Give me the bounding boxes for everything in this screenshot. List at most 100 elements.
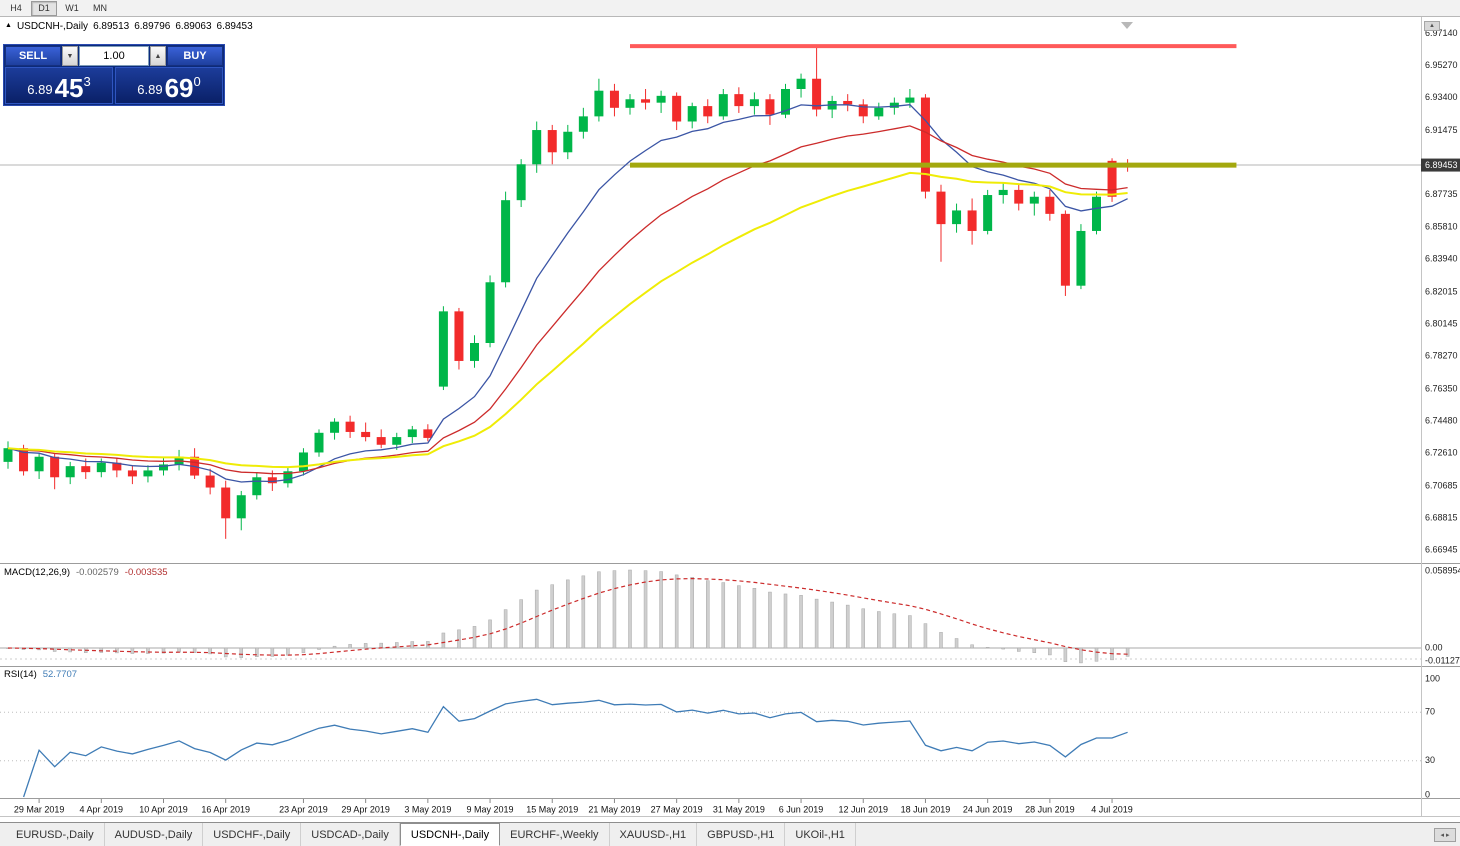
date-tick-label: 24 Jun 2019 [963, 804, 1013, 814]
one-click-trading-panel: SELL ▼ 1.00 ▲ BUY 6.89 45 3 6.89 69 0 [3, 44, 225, 106]
chart-tab-usdcnh-daily[interactable]: USDCNH-,Daily [399, 823, 501, 846]
date-tick-label: 16 Apr 2019 [201, 804, 250, 814]
rsi-value: 52.7707 [42, 669, 78, 680]
sell-price-base: 6.89 [27, 82, 53, 97]
date-tick-label: 6 Jun 2019 [779, 804, 824, 814]
rsi-name: RSI(14) [4, 669, 37, 680]
macd-histogram [6, 569, 1130, 664]
chart-tabs-bar: EURUSD-,Daily AUDUSD-,Daily USDCHF-,Daily U… [0, 822, 1460, 846]
period-button-mn[interactable]: MN [93, 3, 107, 13]
macd-tick-label: 0.00 [1425, 642, 1443, 652]
timeframe-toolbar: H4 D1 W1 MN [0, 0, 1460, 17]
rsi-tick-label: 70 [1425, 707, 1435, 717]
macd-signal-value: -0.003535 [124, 567, 168, 578]
moving-average-lines [7, 104, 1128, 483]
price-tick-label: 6.82015 [1425, 287, 1458, 297]
macd-name: MACD(12,26,9) [4, 567, 70, 578]
sell-price-fraction: 3 [83, 74, 91, 89]
period-button-h4[interactable]: H4 [10, 3, 22, 13]
rsi-tick-label: 100 [1425, 673, 1440, 683]
sell-price-pips: 45 [54, 73, 84, 103]
price-tick-label: 6.72610 [1425, 448, 1458, 458]
sell-price-button[interactable]: 6.89 45 3 [5, 67, 113, 104]
ohlc-low: 6.89063 [175, 21, 212, 32]
chart-tab-eurusd-daily[interactable]: EURUSD-,Daily [6, 823, 105, 846]
date-tick-label: 28 Jun 2019 [1025, 804, 1075, 814]
buy-price-button[interactable]: 6.89 69 0 [115, 67, 223, 104]
date-tick-label: 23 Apr 2019 [279, 804, 328, 814]
tab-scroll-right-button[interactable]: ▸ [1446, 832, 1450, 839]
price-tick-label: 6.95270 [1425, 60, 1458, 70]
chart-tab-xauusd-h1[interactable]: XAUUSD-,H1 [610, 823, 698, 846]
chart-tabs: EURUSD-,Daily AUDUSD-,Daily USDCHF-,Daily U… [0, 823, 1460, 846]
buy-price-pips: 69 [164, 73, 194, 103]
date-tick-label: 10 Apr 2019 [139, 804, 188, 814]
price-tick-label: 6.70685 [1425, 480, 1458, 490]
volume-input[interactable]: 1.00 [79, 46, 149, 66]
date-tick-label: 29 Apr 2019 [341, 804, 390, 814]
current-price-badge-text: 6.89453 [1425, 160, 1458, 170]
tab-scroll-left-button[interactable]: ◂ [1440, 832, 1444, 839]
price-scale-scroll-button[interactable]: ▲ [1424, 21, 1440, 31]
chart-tab-audusd-daily[interactable]: AUDUSD-,Daily [105, 823, 204, 846]
chart-tab-usdchf-daily[interactable]: USDCHF-,Daily [203, 823, 302, 846]
tab-scroll-buttons: ◂ ▸ [1434, 828, 1456, 842]
date-tick-label: 3 May 2019 [404, 804, 451, 814]
chart-tab-eurchf-weekly[interactable]: EURCHF-,Weekly [500, 823, 610, 846]
price-tick-label: 6.78270 [1425, 351, 1458, 361]
macd-main-value: -0.002579 [76, 567, 119, 578]
date-tick-label: 9 May 2019 [467, 804, 514, 814]
date-tick-label: 12 Jun 2019 [838, 804, 888, 814]
macd-tick-label: -0.011273 [1425, 655, 1460, 665]
buy-button[interactable]: BUY [167, 46, 223, 66]
chart-marker-icon: ▲ [5, 22, 12, 29]
price-tick-label: 6.83940 [1425, 254, 1458, 264]
chart-shift-marker-icon [1121, 22, 1133, 29]
price-tick-label: 6.85810 [1425, 222, 1458, 232]
buy-price-fraction: 0 [193, 74, 201, 89]
period-button-d1[interactable]: D1 [31, 0, 57, 16]
chart-tab-gbpusd-h1[interactable]: GBPUSD-,H1 [697, 823, 786, 846]
rsi-tick-label: 30 [1425, 755, 1435, 765]
price-tick-label: 6.97140 [1425, 28, 1458, 38]
macd-panel-label: MACD(12,26,9) -0.002579 -0.003535 [4, 567, 168, 578]
period-button-w1[interactable]: W1 [65, 3, 79, 13]
price-tick-label: 6.80145 [1425, 319, 1458, 329]
date-tick-label: 31 May 2019 [713, 804, 765, 814]
date-tick-label: 15 May 2019 [526, 804, 578, 814]
buy-price-base: 6.89 [137, 82, 163, 97]
rsi-tick-label: 0 [1425, 789, 1430, 799]
rsi-scale: 100 70 30 0 [1425, 673, 1440, 799]
date-tick-label: 29 Mar 2019 [14, 804, 65, 814]
sell-button[interactable]: SELL [5, 46, 61, 66]
rsi-line [22, 698, 1128, 798]
period-button-group: H4 D1 W1 MN [3, 0, 113, 16]
candlesticks [3, 44, 1133, 539]
volume-decrease-button[interactable]: ▼ [62, 46, 78, 66]
price-tick-label: 6.76350 [1425, 384, 1458, 394]
current-price-badge [1421, 158, 1460, 172]
price-tick-label: 6.68815 [1425, 512, 1458, 522]
date-tick-label: 27 May 2019 [651, 804, 703, 814]
chart-ohlc-header: ▲ USDCNH-,Daily 6.89513 6.89796 6.89063 … [5, 21, 253, 32]
macd-signal-line [7, 577, 1128, 656]
chart-tab-usdcad-daily[interactable]: USDCAD-,Daily [301, 823, 400, 846]
price-tick-label: 6.87735 [1425, 189, 1458, 199]
price-tick-label: 6.66945 [1425, 544, 1458, 554]
price-tick-label: 6.74480 [1425, 416, 1458, 426]
ohlc-high: 6.89796 [134, 21, 171, 32]
chart-symbol-label: USDCNH-,Daily [16, 21, 89, 32]
chart-tab-ukoil-h1[interactable]: UKOil-,H1 [785, 823, 856, 846]
price-scale: 6.97140 6.95270 6.93400 6.91475 6.87735 6.858… [1421, 28, 1460, 554]
date-tick-label: 4 Apr 2019 [80, 804, 124, 814]
rsi-panel-label: RSI(14) 52.7707 [4, 669, 77, 680]
volume-increase-button[interactable]: ▲ [150, 46, 166, 66]
date-tick-label: 4 Jul 2019 [1091, 804, 1133, 814]
date-axis: 29 Mar 2019 4 Apr 2019 10 Apr 2019 16 Apr 2… [14, 799, 1133, 814]
price-tick-label: 6.93400 [1425, 92, 1458, 102]
macd-tick-label: 0.058954 [1425, 565, 1460, 575]
price-tick-label: 6.91475 [1425, 125, 1458, 135]
ohlc-close: 6.89453 [216, 21, 253, 32]
